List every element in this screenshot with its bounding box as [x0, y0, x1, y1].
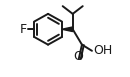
- Text: O: O: [73, 50, 83, 63]
- Polygon shape: [62, 27, 73, 32]
- Text: F: F: [20, 23, 27, 36]
- Text: OH: OH: [93, 44, 113, 57]
